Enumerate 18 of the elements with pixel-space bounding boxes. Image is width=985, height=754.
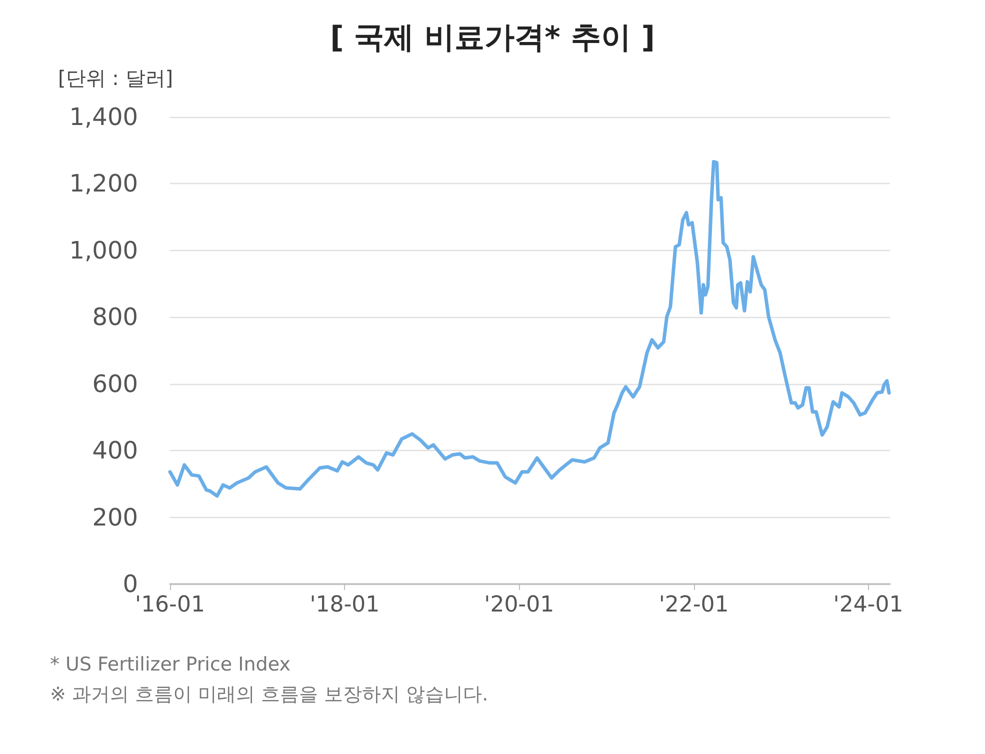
- text: ※ 과거의 흐름이 미래의 흐름을 보장하지 않습니다.: [50, 684, 488, 706]
- line-series: [168, 160, 891, 498]
- text: * US Fertilizer Price Index: [50, 654, 290, 676]
- y-tick-label: 600: [92, 370, 138, 398]
- y-tick-label: 400: [92, 436, 138, 465]
- y-tick-label: 1,000: [69, 236, 138, 264]
- x-tick-label: '16-01: [135, 592, 205, 618]
- x-tick-label: '24-01: [833, 592, 904, 618]
- x-tick-label: '22-01: [658, 592, 729, 618]
- y-axis-title: [단위 : 달러]: [58, 66, 174, 90]
- y-tick-label: 1,400: [69, 103, 138, 131]
- y-tick-label: 800: [92, 303, 138, 332]
- y-tick-label: 1,200: [69, 170, 138, 198]
- x-tick-label: '18-01: [310, 592, 380, 618]
- x-tick-label: '20-01: [484, 592, 554, 618]
- y-tick-label: 0: [122, 570, 138, 598]
- y-tick-label: 200: [92, 503, 138, 532]
- chart-title: [ 국제 비료가격* 추이 ]: [330, 20, 655, 56]
